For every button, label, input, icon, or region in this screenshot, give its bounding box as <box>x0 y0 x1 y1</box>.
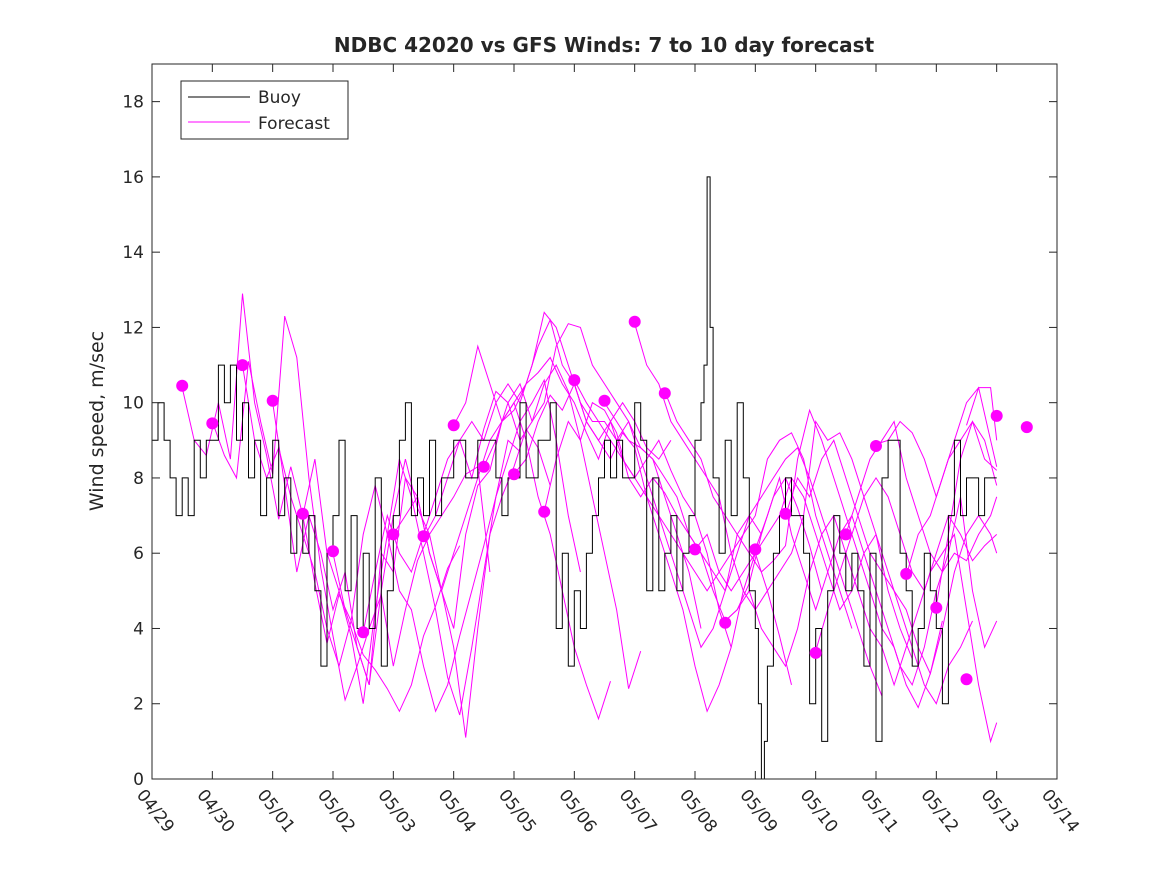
legend-box <box>180 80 349 140</box>
forecast-marker <box>357 626 370 639</box>
forecast-marker <box>296 507 309 520</box>
forecast-marker <box>447 419 460 432</box>
forecast-marker <box>990 409 1003 422</box>
forecast-line-14 <box>604 402 883 697</box>
forecast-marker <box>658 387 671 400</box>
y-tick-label: 12 <box>122 318 144 338</box>
forecast-marker <box>387 528 400 541</box>
forecast-marker <box>538 505 551 518</box>
forecast-marker <box>628 315 641 328</box>
forecast-marker <box>477 460 490 473</box>
legend-forecast-label: Forecast <box>258 114 330 134</box>
forecast-marker <box>1020 421 1033 434</box>
forecast-line-10 <box>483 323 762 649</box>
forecast-marker <box>809 646 822 659</box>
y-tick-label: 2 <box>133 695 144 715</box>
forecast-marker <box>839 528 852 541</box>
forecast-marker <box>508 468 520 481</box>
forecast-line-1 <box>211 315 491 702</box>
forecast-marker <box>176 379 189 392</box>
y-tick-label: 18 <box>122 93 144 113</box>
y-tick-label: 6 <box>133 544 144 564</box>
legend: Buoy Forecast <box>180 80 349 140</box>
forecast-marker <box>689 543 701 556</box>
forecast-marker <box>870 440 882 452</box>
y-tick-label: 14 <box>122 243 144 263</box>
forecast-marker <box>206 417 219 430</box>
plot-area <box>152 176 1033 779</box>
forecast-line-22 <box>845 420 998 573</box>
forecast-marker <box>236 359 249 372</box>
forecast-marker <box>598 394 611 407</box>
forecast-line-8 <box>423 311 702 629</box>
forecast-marker <box>960 673 973 686</box>
forecast-marker <box>719 616 732 629</box>
forecast-marker <box>568 374 581 387</box>
forecast-marker <box>266 394 279 407</box>
forecast-line-6 <box>362 364 642 689</box>
forecast-marker <box>930 601 943 614</box>
forecast-line-4 <box>302 378 581 716</box>
forecast-marker <box>900 567 913 580</box>
y-tick-label: 10 <box>122 394 144 414</box>
y-tick-label: 0 <box>133 770 144 790</box>
axes-box <box>151 63 1058 780</box>
legend-buoy-label: Buoy <box>258 88 301 108</box>
forecast-line-5 <box>332 401 611 721</box>
y-tick-label: 16 <box>122 168 144 188</box>
plot-inner <box>152 176 1033 779</box>
forecast-marker <box>417 530 430 543</box>
y-tick-label: 4 <box>133 619 144 639</box>
forecast-marker <box>327 545 339 558</box>
forecast-marker <box>749 543 762 556</box>
forecast-line-20 <box>785 439 998 676</box>
forecast-line-25 <box>935 420 998 606</box>
y-tick-label: 8 <box>133 469 144 489</box>
forecast-line-7 <box>392 356 672 593</box>
forecast-marker <box>779 507 792 520</box>
buoy-line <box>152 176 997 779</box>
chart-title: NDBC 42020 vs GFS Winds: 7 to 10 day for… <box>334 33 875 57</box>
y-axis-label: Wind speed, m/sec <box>86 331 108 511</box>
